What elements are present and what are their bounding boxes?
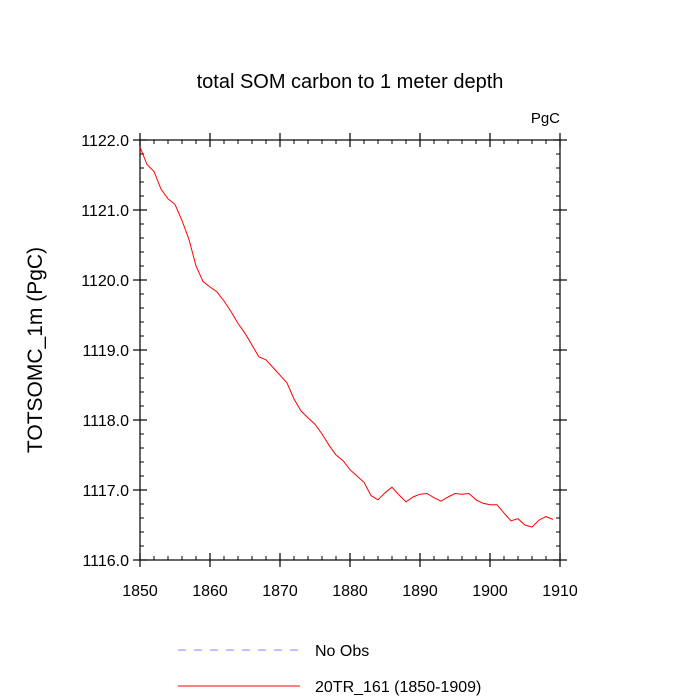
y-tick-label: 1122.0 [81,133,129,150]
y-tick-labels: 1116.0 1117.0 1118.0 1119.0 1120.0 1121.0 1122… [81,133,129,570]
x-tick-label: 1890 [402,583,438,600]
x-tick-label: 1880 [332,583,368,600]
plot-frame [139,139,561,561]
x-tick-label: 1910 [542,583,578,600]
y-tick-label: 1121.0 [81,203,129,220]
units-label: PgC [531,110,560,127]
series-lines [139,146,554,528]
x-tick-labels: 1850 1860 1870 1880 1890 1900 1910 [122,583,578,600]
x-tick-label: 1850 [122,583,158,600]
y-tick-label: 1119.0 [82,343,129,360]
y-tick-label: 1116.0 [82,553,129,570]
y-axis-label: TOTSOMC_1m (PgC) [24,247,47,453]
legend-label: No Obs [315,643,369,660]
legend: No Obs 20TR_161 (1850-1909) [178,643,481,696]
y-tick-label: 1120.0 [81,273,129,290]
axis-ticks [133,133,567,567]
legend-label: 20TR_161 (1850-1909) [315,679,481,696]
series-line [139,146,554,528]
y-tick-label: 1118.0 [82,413,129,430]
x-tick-label: 1870 [262,583,298,600]
chart-title: total SOM carbon to 1 meter depth [197,71,504,93]
x-tick-label: 1900 [472,583,508,600]
x-tick-label: 1860 [192,583,228,600]
y-tick-label: 1117.0 [82,483,129,500]
